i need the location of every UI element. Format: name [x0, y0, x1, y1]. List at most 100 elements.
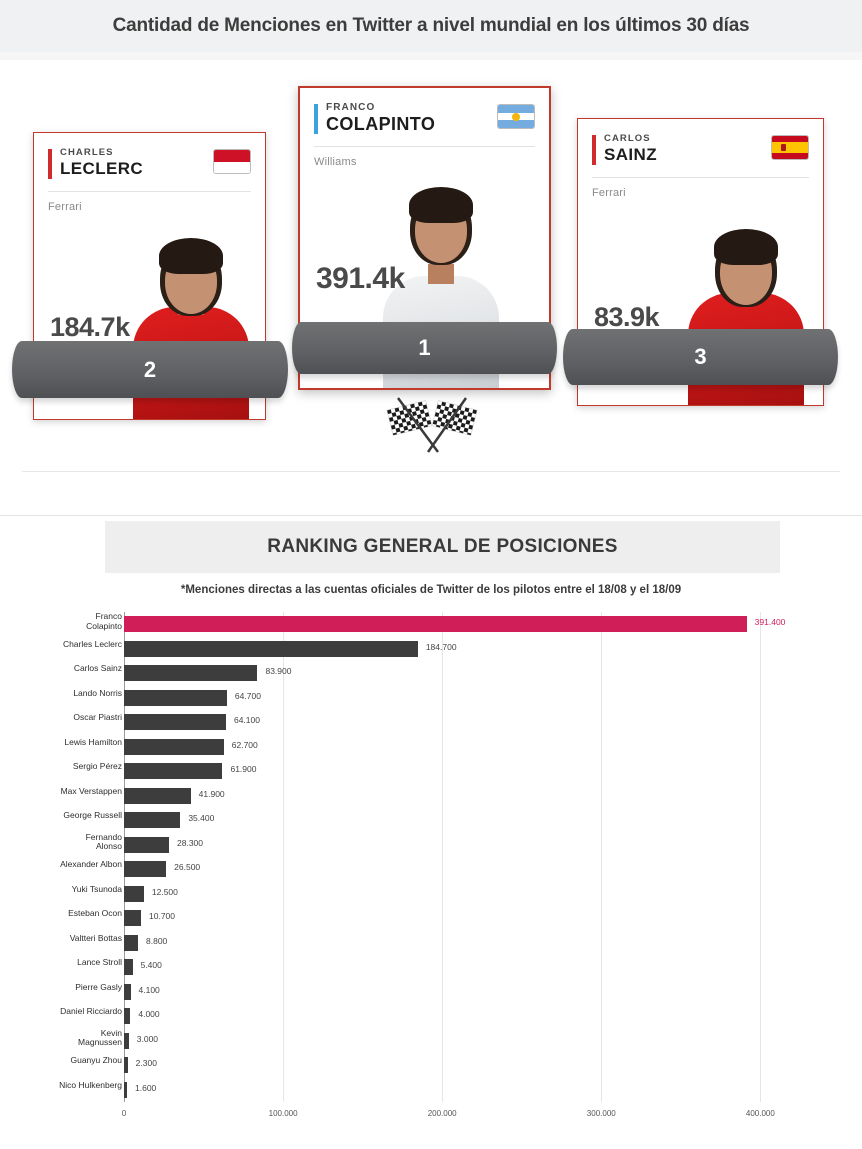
bar-category-label: Alexander Albon: [60, 859, 122, 869]
bar-category-label: Carlos Sainz: [73, 663, 122, 673]
driver-first-name: CHARLES: [60, 147, 114, 158]
bar-value-label: 5.400: [140, 960, 162, 970]
chart-bar[interactable]: [124, 1032, 129, 1049]
bar-value-label: 26.500: [174, 862, 201, 872]
podium-position-number: 2: [143, 356, 157, 382]
chart-bar[interactable]: [124, 836, 170, 853]
mentions-count: 83.9k: [594, 302, 660, 332]
bar-category-label: Oscar Piastri: [73, 712, 122, 722]
chart-row: Fernando Alonso 28.300: [86, 832, 824, 858]
chart-row: Max Verstappen 41.900: [61, 784, 824, 809]
section-divider: [22, 471, 840, 472]
bar-value-label: 8.800: [146, 935, 168, 946]
bar-value-label: 1.600: [135, 1082, 157, 1093]
bar-category-label: Charles Leclerc: [62, 638, 122, 649]
checkered-flags-icon: [382, 392, 482, 454]
bar-value-label: 10.700: [149, 911, 176, 921]
bar-value-label: 64.700: [234, 690, 261, 701]
driver-name-block: CARLOS SAINZ: [592, 133, 771, 165]
grid-line: [442, 612, 444, 1102]
chart-bar[interactable]: [124, 714, 226, 730]
x-axis-tick-label: 200.000: [427, 1109, 457, 1118]
chart-bar[interactable]: [124, 616, 747, 632]
header-strip: [0, 52, 862, 60]
grid-line: [283, 612, 285, 1102]
podium-section: CHARLES LECLERC Ferrari 184.7k: [0, 60, 862, 515]
bar-category-label: Lance Stroll: [77, 957, 122, 967]
driver-last-name: COLAPINTO: [326, 114, 436, 134]
chart-row: Daniel Ricciardo 4.000: [60, 1004, 824, 1029]
driver-name-block: CHARLES LECLERC: [48, 147, 213, 179]
chart-bar[interactable]: [124, 1081, 127, 1098]
team-name: Ferrari: [592, 187, 626, 199]
chart-row: Nico Hulkenberg 1.600: [59, 1078, 824, 1103]
ranking-title-band: RANKING GENERAL DE POSICIONES: [105, 521, 780, 573]
card-header: FRANCO COLAPINTO: [300, 88, 549, 134]
bar-category-label: Fernando Alonso: [85, 831, 122, 851]
team-name: Williams: [314, 156, 357, 168]
driver-first-name: FRANCO: [326, 102, 376, 113]
chart-row: Oscar Piastri 64.100: [73, 710, 824, 735]
accent-bar: [314, 104, 318, 134]
grid-line: [760, 612, 762, 1102]
ranking-note: *Menciones directas a las cuentas oficia…: [180, 584, 682, 596]
chart-row: Guanyu Zhou 2.300: [70, 1053, 824, 1078]
x-axis-tick-label: 400.000: [745, 1109, 775, 1118]
card-divider: [48, 191, 251, 192]
mentions-count: 391.4k: [316, 262, 405, 295]
ranking-bar-chart: 0 100.000 200.000 300.000 400.000 Franco Colap…: [0, 608, 862, 1148]
team-name: Ferrari: [48, 201, 82, 213]
driver-name-block: FRANCO COLAPINTO: [314, 102, 497, 134]
driver-last-name: SAINZ: [604, 145, 657, 164]
bar-category-label: Guanyu Zhou: [70, 1055, 122, 1065]
chart-bar[interactable]: [124, 1008, 131, 1024]
chart-bar[interactable]: [124, 861, 167, 877]
chart-row: Esteban Ocon 10.700: [68, 906, 824, 931]
chart-row: Lewis Hamilton 62.700: [64, 735, 824, 760]
bar-category-label: Yuki Tsunoda: [71, 883, 122, 894]
card-divider: [592, 177, 809, 178]
chart-row: Lando Norris 64.700: [73, 686, 824, 711]
bar-category-label: Esteban Ocon: [68, 908, 122, 918]
bar-category-label: George Russell: [63, 810, 122, 820]
chart-bar[interactable]: [124, 763, 223, 779]
chart-row: Kevin Magnussen 3.000: [78, 1028, 824, 1054]
bar-category-label: Valtteri Bottas: [69, 932, 122, 943]
bar-value-label: 62.700: [231, 739, 258, 750]
chart-row: Pierre Gasly 4.100: [75, 980, 824, 1005]
bar-value-label: 4.100: [138, 984, 160, 995]
bar-category-label: Nico Hulkenberg: [59, 1079, 122, 1090]
chart-bar[interactable]: [124, 689, 227, 706]
chart-bar[interactable]: [124, 885, 144, 902]
chart-bar[interactable]: [124, 738, 224, 755]
chart-bar[interactable]: [124, 910, 142, 926]
bar-value-label: 61.900: [230, 764, 257, 774]
argentina-flag-icon: [497, 104, 535, 129]
bar-value-label: 83.900: [265, 666, 292, 676]
chart-bar[interactable]: [124, 1057, 128, 1073]
chart-bar[interactable]: [124, 959, 133, 975]
chart-bar[interactable]: [124, 665, 258, 681]
chart-row: Valtteri Bottas 8.800: [70, 931, 824, 956]
chart-bar[interactable]: [124, 983, 131, 1000]
page-title: Cantidad de Menciones en Twitter a nivel…: [112, 15, 750, 36]
x-axis-tick-label: 0: [121, 1109, 127, 1118]
chart-bar[interactable]: [124, 812, 181, 828]
bar-category-label: Kevin Magnussen: [78, 1027, 122, 1047]
chart-bar[interactable]: [124, 640, 418, 657]
podium-position-number: 1: [418, 335, 431, 360]
chart-row: Carlos Sainz 83.900: [74, 661, 824, 686]
podium-block-third: 3: [563, 329, 838, 385]
bar-category-label: Max Verstappen: [60, 785, 122, 796]
chart-bar[interactable]: [124, 787, 191, 804]
bar-category-label: Daniel Ricciardo: [60, 1006, 122, 1016]
card-header: CARLOS SAINZ: [578, 119, 823, 165]
chart-bar[interactable]: [124, 934, 138, 951]
bar-category-label: Franco Colapinto: [86, 611, 122, 631]
ranking-title: RANKING GENERAL DE POSICIONES: [267, 536, 618, 557]
accent-bar: [592, 135, 596, 165]
x-axis-tick-label: 300.000: [586, 1109, 616, 1118]
accent-bar: [48, 149, 52, 179]
page-header: Cantidad de Menciones en Twitter a nivel…: [0, 0, 862, 52]
chart-row: Alexander Albon 26.500: [60, 857, 824, 882]
